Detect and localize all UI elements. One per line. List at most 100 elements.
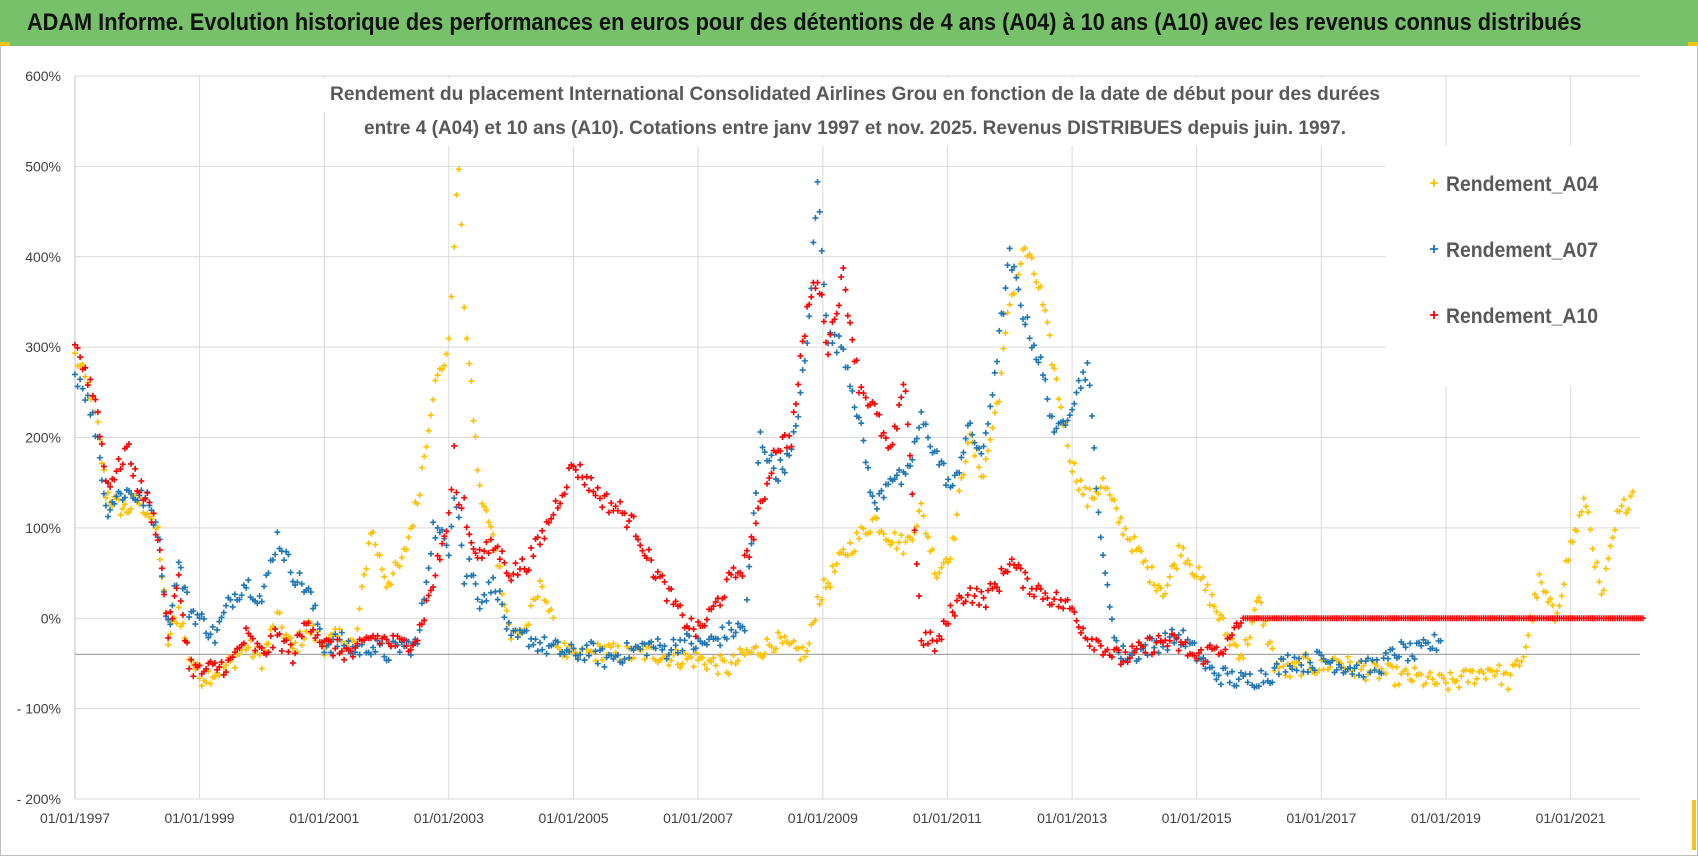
data-point (1611, 526, 1618, 533)
data-point (1200, 654, 1207, 661)
data-point (272, 551, 279, 558)
data-point (1095, 638, 1102, 645)
data-point (1064, 596, 1071, 603)
data-point (1258, 599, 1265, 606)
data-point (1166, 637, 1173, 644)
data-point (455, 514, 462, 521)
data-point (1071, 460, 1078, 467)
data-point (229, 603, 236, 610)
data-point (873, 515, 880, 522)
data-point (179, 620, 186, 627)
data-point (626, 654, 633, 661)
data-point (287, 635, 294, 642)
data-point (1126, 655, 1133, 662)
data-points (72, 166, 1646, 693)
data-point (427, 412, 434, 419)
data-point (954, 511, 961, 518)
data-point (169, 615, 176, 622)
data-point (840, 265, 847, 272)
data-point (891, 476, 898, 483)
series-rendement_a07 (72, 178, 1444, 691)
data-point (1108, 616, 1115, 623)
data-point (891, 529, 898, 536)
data-point (862, 394, 869, 401)
data-point (96, 433, 103, 440)
data-point (1075, 624, 1082, 631)
report-title: ADAM Informe. Evolution historique des p… (27, 9, 1582, 36)
data-point (994, 358, 1001, 365)
data-point (797, 656, 804, 663)
data-point (896, 539, 903, 546)
data-point (319, 643, 326, 650)
data-point (882, 435, 889, 442)
data-point (885, 481, 892, 488)
data-point (1026, 591, 1033, 598)
data-point (1402, 644, 1409, 651)
data-point (466, 531, 473, 538)
data-point (1000, 310, 1007, 317)
data-point (401, 636, 408, 643)
data-point (1002, 329, 1009, 336)
data-point (728, 626, 735, 633)
x-tick-label: 01/01/2015 (1162, 810, 1232, 826)
data-point (938, 564, 945, 571)
data-point (792, 401, 799, 408)
data-point (1099, 651, 1106, 658)
data-point (142, 495, 149, 502)
data-point (523, 627, 530, 634)
data-point (1153, 587, 1160, 594)
data-point (505, 619, 512, 626)
data-point (741, 651, 748, 658)
data-point (1037, 283, 1044, 290)
data-point (835, 333, 842, 340)
data-point (572, 466, 579, 473)
data-point (1438, 671, 1445, 678)
data-point (503, 607, 510, 614)
data-point (312, 634, 319, 641)
data-point (1367, 669, 1374, 676)
data-point (840, 546, 847, 553)
data-point (434, 524, 441, 531)
data-point (453, 191, 460, 198)
data-point (717, 652, 724, 659)
data-point (1004, 309, 1011, 316)
data-point (254, 640, 261, 647)
data-point (701, 622, 708, 629)
data-point (752, 520, 759, 527)
data-point (490, 574, 497, 581)
data-point (1062, 422, 1069, 429)
data-point (1482, 675, 1489, 682)
data-point (292, 650, 299, 657)
data-point (728, 571, 735, 578)
data-point (1440, 675, 1447, 682)
data-point (532, 636, 539, 643)
data-point (1353, 662, 1360, 669)
data-point (370, 529, 377, 536)
data-point (1162, 630, 1169, 637)
data-point (281, 557, 288, 564)
data-point (692, 633, 699, 640)
data-point (175, 604, 182, 611)
data-point (929, 546, 936, 553)
data-point (455, 501, 462, 508)
data-point (407, 646, 414, 653)
data-point (543, 650, 550, 657)
data-point (1013, 274, 1020, 281)
data-point (294, 579, 301, 586)
data-point (933, 448, 940, 455)
data-point (1180, 544, 1187, 551)
data-point (936, 461, 943, 468)
data-point (125, 509, 132, 516)
data-point (298, 642, 305, 649)
data-point (1122, 525, 1129, 532)
data-point (1209, 591, 1216, 598)
data-point (249, 654, 256, 661)
legend-label: Rendement_A04 (1446, 173, 1598, 196)
data-point (1069, 406, 1076, 413)
data-point (209, 623, 216, 630)
data-point (1411, 655, 1418, 662)
data-point (599, 645, 606, 652)
data-point (421, 617, 428, 624)
data-point (100, 463, 107, 470)
data-point (476, 482, 483, 489)
